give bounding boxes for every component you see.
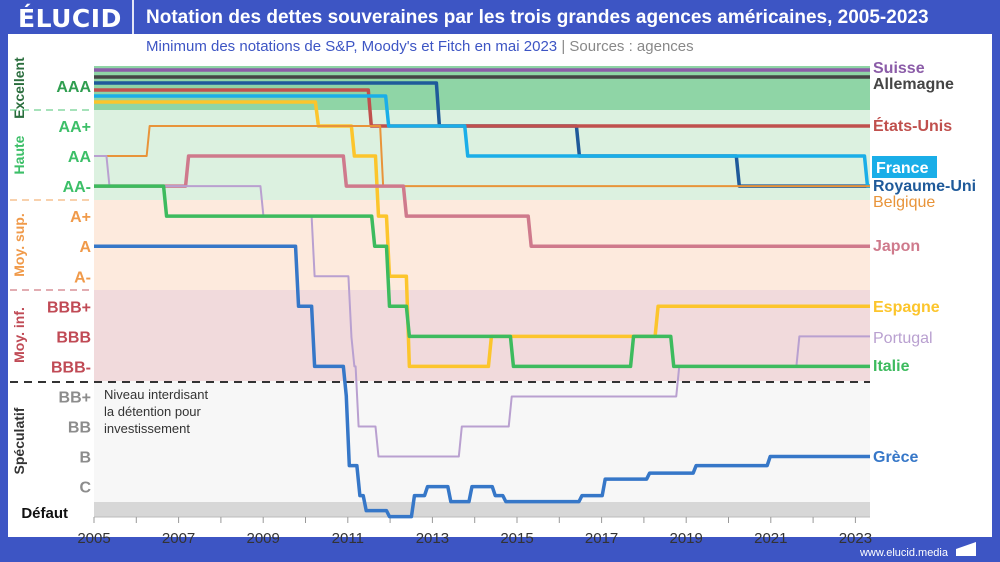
- series-line-grèce: [94, 244, 870, 519]
- x-tick-label: 2013: [416, 530, 449, 547]
- category-label: Spéculatif: [11, 407, 27, 474]
- series-label: France: [876, 160, 929, 177]
- series-label: Portugal: [873, 330, 933, 347]
- series-line-belgique: [94, 125, 870, 188]
- y-tick-label: C: [79, 480, 91, 497]
- category-label: Excellent: [11, 57, 27, 119]
- series-label: Belgique: [873, 194, 935, 211]
- y-tick-label: Défaut: [21, 505, 68, 522]
- sources-text: Sources : agences: [569, 38, 694, 55]
- x-tick-label: 2019: [670, 530, 703, 547]
- series-label: Royaume-Uni: [873, 178, 976, 195]
- x-tick-label: 2009: [247, 530, 280, 547]
- series-label: Allemagne: [873, 76, 954, 93]
- y-tick-label: B: [79, 450, 91, 467]
- threshold-annotation-line: la détention pour: [104, 404, 202, 419]
- y-tick-label: BBB: [56, 329, 91, 346]
- y-tick-label: A: [79, 239, 91, 256]
- website-url: www.elucid.media: [859, 547, 948, 559]
- chart-subtitle: Minimum des notations de S&P, Moody's et…: [146, 38, 694, 55]
- y-tick-label: AA+: [59, 119, 91, 136]
- elucid-logo: ÉLUCID: [18, 4, 122, 33]
- y-tick-label: A-: [74, 269, 91, 286]
- y-tick-label: AA-: [63, 179, 91, 196]
- category-label: Moy. sup.: [11, 213, 27, 277]
- y-tick-label: AA: [68, 149, 92, 166]
- category-label: Moy. inf.: [11, 307, 27, 363]
- series-label: États-Unis: [873, 116, 952, 135]
- y-tick-label: BB+: [59, 389, 91, 406]
- x-tick-label: 2015: [500, 530, 533, 547]
- band-spéculatif: [94, 381, 870, 502]
- series-label: Espagne: [873, 299, 940, 316]
- x-tick-label: 2021: [754, 530, 787, 547]
- threshold-annotation-line: investissement: [104, 421, 190, 436]
- x-tick-label: 2011: [332, 530, 364, 547]
- series-line-italie: [94, 184, 870, 369]
- header-separator: [132, 0, 134, 34]
- x-tick-label: 2007: [162, 530, 195, 547]
- series-line-états-unis: [94, 88, 870, 128]
- chart-title: Notation des dettes souveraines par les …: [146, 7, 929, 28]
- x-tick-label: 2017: [585, 530, 618, 547]
- series-line-japon: [94, 154, 870, 248]
- y-tick-label: BBB+: [47, 299, 91, 316]
- series-label: Japon: [873, 238, 920, 255]
- series-label: Grèce: [873, 449, 918, 466]
- x-tick-label: 2023: [839, 530, 872, 547]
- band-defaut: [94, 502, 870, 517]
- subtitle-separator: |: [561, 38, 566, 55]
- y-tick-label: A+: [70, 209, 91, 226]
- series-label: Italie: [873, 358, 910, 375]
- y-tick-label: BBB-: [51, 359, 91, 376]
- subtitle-text: Minimum des notations de S&P, Moody's et…: [146, 38, 558, 55]
- category-label: Haute: [11, 135, 27, 174]
- x-tick-label: 2005: [77, 530, 110, 547]
- y-tick-label: BB: [68, 420, 91, 437]
- y-tick-label: AAA: [56, 79, 91, 96]
- france-label-box: [872, 156, 937, 178]
- series-line-portugal: [94, 155, 870, 458]
- series-label: Suisse: [873, 60, 925, 77]
- series-line-france: [94, 94, 870, 188]
- series-line-royaume-uni: [94, 81, 870, 188]
- threshold-annotation-line: Niveau interdisant: [104, 387, 208, 402]
